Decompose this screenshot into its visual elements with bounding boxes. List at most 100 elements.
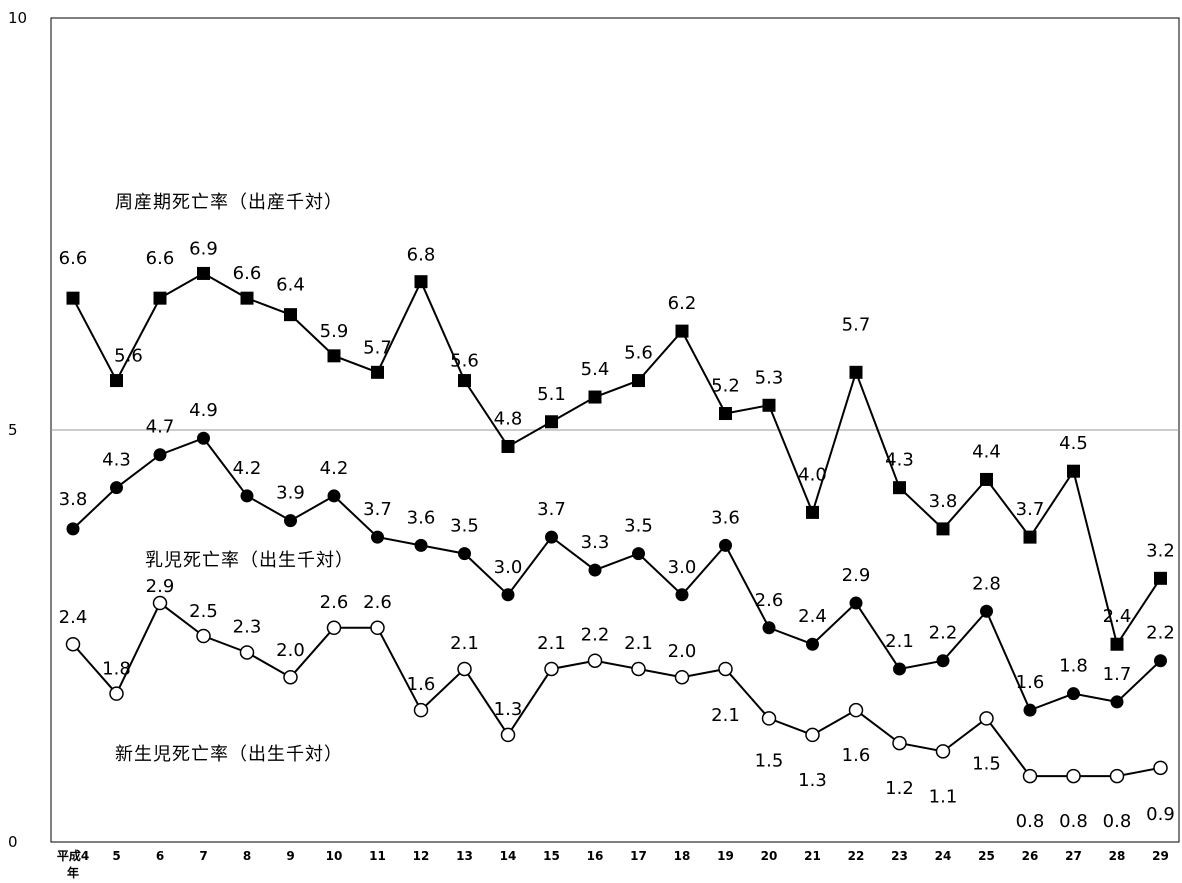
data-label: 4.9 [189, 400, 218, 421]
x-tick-label: 28 [1109, 849, 1126, 863]
data-point-circle [675, 588, 689, 602]
data-label: 2.2 [581, 625, 610, 646]
data-label: 6.6 [233, 263, 262, 284]
data-label: 2.2 [1146, 623, 1175, 644]
data-label: 3.2 [1146, 540, 1175, 561]
data-point-square [66, 291, 80, 305]
data-label: 2.4 [798, 606, 827, 627]
data-point-circle [893, 662, 906, 676]
data-labels: 6.6 5.6 6.6 6.9 6.6 6.4 5.9 5.7 6.8 5.6 4.8 5.1 5.4 5… [59, 238, 1175, 832]
y-axis-ticks: 0 5 10 [8, 9, 27, 851]
x-tick-label: 年 [67, 865, 79, 880]
data-label: 2.6 [755, 590, 784, 611]
series-name-label: 新生児死亡率（出生千対） [115, 744, 343, 765]
x-tick-label: 29 [1152, 849, 1169, 863]
data-label: 2.9 [842, 565, 871, 586]
data-label: 5.7 [363, 337, 392, 358]
data-label: 3.6 [407, 507, 436, 528]
data-point-circle [545, 530, 558, 544]
data-label: 4.7 [146, 417, 175, 438]
data-label: 3.7 [1016, 499, 1045, 520]
data-point-square [501, 439, 515, 453]
y-tick-label: 5 [8, 421, 18, 439]
data-point-open-circle [935, 744, 951, 759]
x-tick-label: 平成4 [57, 848, 89, 863]
x-tick-label: 9 [286, 849, 294, 863]
data-point-open-circle [761, 711, 777, 726]
data-label: 2.1 [624, 633, 653, 654]
series-line [72, 272, 1162, 647]
data-label: 3.8 [59, 489, 88, 510]
data-point-square [588, 390, 602, 404]
data-label: 1.5 [755, 750, 784, 771]
data-point-square [371, 365, 384, 379]
data-label: 6.6 [59, 248, 88, 269]
data-label: 5.3 [755, 367, 784, 388]
data-point-open-circle [674, 669, 690, 685]
data-label: 2.3 [233, 616, 262, 637]
data-point-circle [240, 489, 254, 503]
data-label: 2.5 [189, 601, 218, 622]
x-tick-label: 18 [674, 849, 691, 863]
data-point-open-circle [1022, 768, 1038, 784]
data-label: 2.6 [320, 592, 349, 613]
data-point-circle [327, 489, 341, 503]
data-point-open-circle [457, 661, 472, 677]
series-lines [72, 272, 1162, 778]
data-label: 2.1 [885, 631, 914, 652]
x-tick-label: 16 [587, 849, 604, 863]
data-point-square [936, 522, 950, 536]
data-label: 4.4 [972, 441, 1001, 462]
data-label: 1.5 [972, 753, 1001, 774]
x-axis-ticks: 平成4 年 5 6 7 8 9 10 11 12 13 14 15 16 17 18 19 20 21 22 23 24 2… [57, 848, 1169, 880]
data-point-circle [197, 431, 210, 445]
x-tick-label: 22 [848, 849, 865, 863]
data-point-open-circle [283, 669, 298, 685]
series-name-label: 周産期死亡率（出産千対） [115, 192, 343, 213]
data-label: 6.4 [276, 275, 305, 296]
data-point-square [806, 505, 819, 519]
data-label: 3.0 [494, 557, 523, 578]
data-label: 3.5 [450, 516, 479, 537]
data-label: 6.2 [668, 293, 697, 314]
data-point-open-circle [413, 702, 429, 718]
data-label: 2.4 [59, 607, 88, 628]
x-tick-label: 14 [500, 849, 517, 863]
data-point-open-circle [718, 661, 733, 677]
data-label: 6.8 [407, 245, 436, 266]
x-tick-label: 20 [761, 849, 778, 863]
data-point-open-circle [544, 661, 559, 677]
x-tick-label: 19 [717, 849, 734, 863]
data-label: 3.8 [929, 491, 958, 512]
data-point-open-circle [1153, 760, 1168, 776]
series-line [72, 601, 1161, 778]
data-label: 5.6 [114, 346, 143, 367]
data-point-circle [632, 547, 645, 561]
data-label: 0.8 [1103, 811, 1132, 832]
data-point-square [240, 291, 254, 305]
y-tick-label: 10 [8, 9, 27, 27]
data-point-open-circle [631, 661, 646, 677]
x-tick-label: 7 [199, 849, 207, 863]
data-label: 5.2 [711, 376, 740, 397]
series-name-label: 乳児死亡率（出生千対） [145, 550, 354, 571]
data-point-circle [110, 481, 123, 495]
data-point-circle [458, 547, 471, 561]
data-label: 3.9 [276, 483, 305, 504]
x-tick-label: 6 [156, 849, 164, 863]
data-point-open-circle [152, 595, 168, 611]
series-name-labels: 周産期死亡率（出産千対） 乳児死亡率（出生千対） 新生児死亡率（出生千対） [115, 192, 354, 765]
data-point-square [458, 374, 471, 388]
data-label: 5.6 [624, 343, 653, 364]
data-point-square [675, 324, 689, 338]
x-tick-label: 23 [891, 849, 908, 863]
data-label: 1.2 [885, 778, 914, 799]
data-point-open-circle [848, 702, 864, 718]
data-point-circle [719, 538, 732, 552]
data-point-circle [980, 604, 993, 618]
data-point-square [632, 374, 645, 388]
data-point-circle [849, 596, 863, 610]
data-point-open-circle [326, 620, 342, 636]
data-label: 4.3 [102, 450, 131, 471]
